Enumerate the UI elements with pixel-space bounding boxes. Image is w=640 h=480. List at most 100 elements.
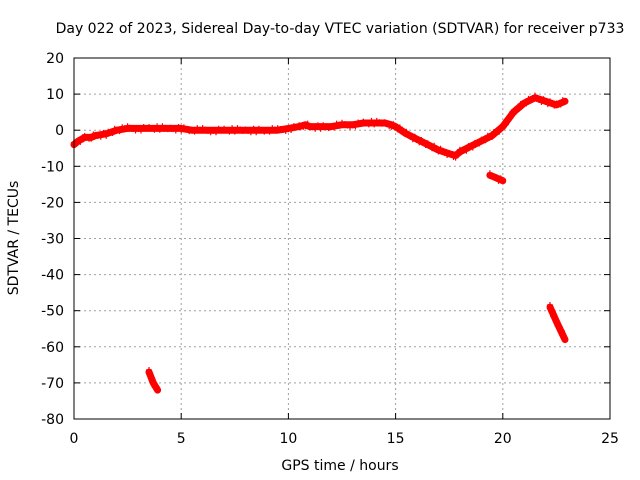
- data-point: [186, 128, 193, 135]
- y-tick-label: 20: [46, 51, 64, 67]
- x-tick-label: 5: [177, 431, 186, 447]
- data-point: [103, 132, 110, 139]
- data-point: [559, 331, 566, 338]
- data-point: [138, 127, 144, 134]
- data-point: [178, 127, 185, 134]
- data-point: [312, 125, 319, 132]
- data-point: [489, 134, 496, 140]
- data-point: [547, 302, 553, 308]
- data-point: [529, 96, 536, 103]
- data-point: [272, 126, 278, 133]
- data-point: [551, 312, 558, 319]
- y-tick-label: -50: [41, 304, 64, 320]
- data-point: [95, 132, 102, 139]
- data-point: [154, 123, 161, 130]
- y-tick-label: -40: [41, 268, 64, 284]
- data-point: [150, 380, 157, 387]
- series-segment-4: [145, 367, 162, 394]
- data-point: [349, 122, 356, 129]
- x-tick-label: 15: [387, 431, 405, 447]
- y-tick-label: 10: [46, 87, 64, 103]
- series-main-arc: [70, 117, 464, 161]
- data-point: [314, 122, 321, 129]
- data-point: [154, 387, 161, 394]
- y-tick-label: -10: [41, 159, 64, 175]
- data-point: [116, 128, 123, 135]
- data-point: [231, 128, 238, 135]
- axis-ticks: 0 5 10 15 20 25 -80 -70 -60 -50 -40 -30 -20 -10 0 10 20: [41, 51, 619, 447]
- data-point: [482, 137, 489, 144]
- y-tick-label: -70: [41, 376, 64, 392]
- data-point: [146, 370, 153, 377]
- data-point: [88, 135, 95, 142]
- data-point: [355, 119, 362, 126]
- y-tick-label: -30: [41, 232, 64, 248]
- data-point: [191, 128, 198, 135]
- data-point: [371, 121, 378, 128]
- grid: [74, 58, 610, 419]
- data-point: [146, 367, 152, 373]
- data-point: [288, 127, 295, 133]
- data-point: [510, 111, 517, 118]
- data-point: [113, 127, 120, 134]
- data-point: [317, 125, 324, 132]
- data-point: [153, 383, 160, 390]
- chart-title: Day 022 of 2023, Sidereal Day-to-day VTE…: [56, 21, 625, 37]
- x-tick-label: 10: [279, 431, 297, 447]
- data-point: [253, 129, 260, 136]
- data-point: [352, 123, 359, 130]
- data-point: [285, 126, 292, 133]
- data-point: [452, 154, 459, 161]
- data-point: [119, 124, 126, 131]
- data-point: [229, 125, 236, 132]
- data-point: [156, 126, 163, 133]
- series-segment-3: [486, 170, 507, 185]
- data-point: [496, 128, 503, 135]
- data-point: [109, 130, 116, 136]
- data-point: [247, 129, 254, 136]
- y-tick-label: -60: [41, 340, 64, 356]
- series-segment-5: [546, 302, 569, 344]
- data-point: [149, 376, 156, 383]
- y-tick-label: -80: [41, 412, 64, 428]
- data-point: [151, 126, 158, 133]
- data-point: [172, 127, 179, 134]
- x-axis-label: GPS time / hours: [281, 458, 398, 474]
- x-tick-label: 0: [70, 431, 79, 447]
- data-point: [280, 127, 286, 133]
- data-point: [555, 321, 562, 328]
- data-point: [266, 128, 273, 135]
- data-point: [97, 133, 104, 140]
- data-point: [499, 177, 506, 184]
- data-point: [507, 114, 514, 121]
- data-point: [376, 119, 383, 126]
- data-point: [515, 106, 522, 112]
- x-tick-label: 20: [494, 431, 512, 447]
- data-point: [100, 129, 107, 136]
- data-points: [70, 92, 569, 394]
- data-point: [365, 121, 372, 128]
- y-axis-label: SDTVAR / TECUs: [6, 181, 22, 296]
- data-point: [250, 125, 257, 132]
- data-point: [463, 147, 470, 154]
- data-point: [557, 101, 564, 108]
- y-tick-label: 0: [55, 123, 64, 139]
- data-point: [368, 117, 375, 124]
- data-point: [92, 131, 99, 138]
- data-point: [411, 133, 418, 140]
- data-point: [502, 121, 509, 128]
- data-point: [333, 120, 340, 127]
- data-point: [469, 144, 476, 151]
- data-point: [552, 316, 559, 323]
- data-point: [379, 120, 386, 127]
- data-point: [561, 336, 568, 343]
- data-point: [328, 123, 335, 130]
- data-point: [476, 140, 483, 147]
- data-point: [558, 327, 565, 334]
- data-point: [77, 138, 84, 145]
- data-point: [226, 128, 233, 135]
- series-rising-arc: [456, 92, 569, 156]
- data-point: [274, 125, 281, 132]
